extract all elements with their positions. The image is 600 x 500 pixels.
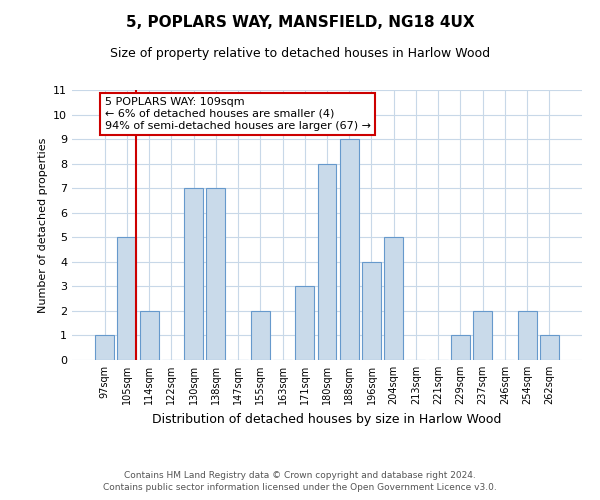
Bar xyxy=(95,336,114,360)
Bar xyxy=(451,336,470,360)
Text: Contains public sector information licensed under the Open Government Licence v3: Contains public sector information licen… xyxy=(103,484,497,492)
X-axis label: Distribution of detached houses by size in Harlow Wood: Distribution of detached houses by size … xyxy=(152,412,502,426)
Bar xyxy=(206,188,225,360)
Bar xyxy=(184,188,203,360)
Text: Size of property relative to detached houses in Harlow Wood: Size of property relative to detached ho… xyxy=(110,48,490,60)
Bar xyxy=(540,336,559,360)
Bar xyxy=(340,139,359,360)
Bar xyxy=(362,262,381,360)
Text: 5 POPLARS WAY: 109sqm
← 6% of detached houses are smaller (4)
94% of semi-detach: 5 POPLARS WAY: 109sqm ← 6% of detached h… xyxy=(105,98,371,130)
Text: 5, POPLARS WAY, MANSFIELD, NG18 4UX: 5, POPLARS WAY, MANSFIELD, NG18 4UX xyxy=(125,15,475,30)
Bar xyxy=(317,164,337,360)
Bar xyxy=(251,311,270,360)
Y-axis label: Number of detached properties: Number of detached properties xyxy=(38,138,47,312)
Bar xyxy=(384,238,403,360)
Bar xyxy=(518,311,536,360)
Bar xyxy=(140,311,158,360)
Bar xyxy=(473,311,492,360)
Bar xyxy=(295,286,314,360)
Text: Contains HM Land Registry data © Crown copyright and database right 2024.: Contains HM Land Registry data © Crown c… xyxy=(124,471,476,480)
Bar xyxy=(118,238,136,360)
